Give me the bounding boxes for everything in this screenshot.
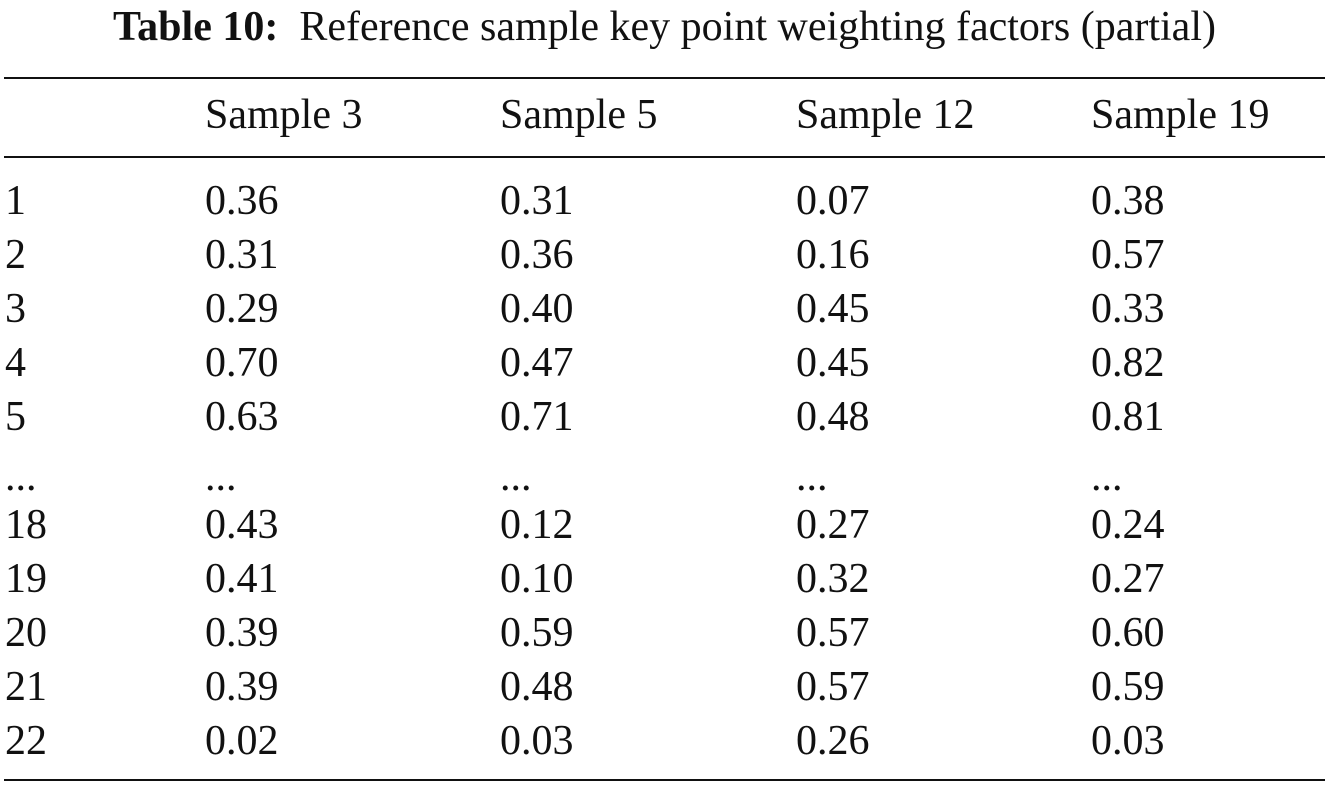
value-cell: 0.03 (1091, 718, 1165, 764)
table-caption: Table 10: Reference sample key point wei… (0, 2, 1329, 52)
ellipsis-cell: ... (1091, 454, 1123, 500)
ellipsis-cell: ... (500, 454, 532, 500)
row-label-cell: 22 (5, 718, 47, 764)
value-cell: 0.63 (205, 394, 279, 440)
value-cell: 0.27 (796, 502, 870, 548)
value-cell: 0.59 (500, 610, 574, 656)
value-cell: 0.57 (796, 610, 870, 656)
row-label-cell: 2 (5, 232, 26, 278)
value-cell: 0.36 (205, 178, 279, 224)
value-cell: 0.02 (205, 718, 279, 764)
table-bottom-rule (4, 779, 1325, 781)
row-label-cell: 5 (5, 394, 26, 440)
ellipsis-cell: ... (5, 454, 37, 500)
value-cell: 0.81 (1091, 394, 1165, 440)
value-cell: 0.57 (796, 664, 870, 710)
value-cell: 0.03 (500, 718, 574, 764)
value-cell: 0.47 (500, 340, 574, 386)
row-label-cell: 20 (5, 610, 47, 656)
value-cell: 0.70 (205, 340, 279, 386)
value-cell: 0.33 (1091, 286, 1165, 332)
row-label-cell: 21 (5, 664, 47, 710)
value-cell: 0.24 (1091, 502, 1165, 548)
value-cell: 0.36 (500, 232, 574, 278)
header-cell-sample-12: Sample 12 (796, 92, 975, 138)
value-cell: 0.32 (796, 556, 870, 602)
table-top-rule (4, 77, 1325, 79)
row-label-cell: 18 (5, 502, 47, 548)
row-label-cell: 19 (5, 556, 47, 602)
row-label-cell: 1 (5, 178, 26, 224)
value-cell: 0.07 (796, 178, 870, 224)
value-cell: 0.57 (1091, 232, 1165, 278)
value-cell: 0.39 (205, 610, 279, 656)
value-cell: 0.12 (500, 502, 574, 548)
header-cell-sample-3: Sample 3 (205, 92, 363, 138)
value-cell: 0.41 (205, 556, 279, 602)
value-cell: 0.59 (1091, 664, 1165, 710)
value-cell: 0.40 (500, 286, 574, 332)
value-cell: 0.29 (205, 286, 279, 332)
row-label-cell: 4 (5, 340, 26, 386)
value-cell: 0.43 (205, 502, 279, 548)
value-cell: 0.45 (796, 340, 870, 386)
value-cell: 0.27 (1091, 556, 1165, 602)
value-cell: 0.48 (500, 664, 574, 710)
value-cell: 0.48 (796, 394, 870, 440)
table-header-rule (4, 156, 1325, 158)
ellipsis-cell: ... (205, 454, 237, 500)
value-cell: 0.71 (500, 394, 574, 440)
table-caption-text: Reference sample key point weighting fac… (299, 4, 1216, 50)
value-cell: 0.26 (796, 718, 870, 764)
value-cell: 0.38 (1091, 178, 1165, 224)
value-cell: 0.60 (1091, 610, 1165, 656)
value-cell: 0.39 (205, 664, 279, 710)
row-label-cell: 3 (5, 286, 26, 332)
value-cell: 0.82 (1091, 340, 1165, 386)
table-caption-label: Table 10: (113, 4, 279, 50)
value-cell: 0.31 (500, 178, 574, 224)
value-cell: 0.16 (796, 232, 870, 278)
value-cell: 0.31 (205, 232, 279, 278)
header-cell-sample-5: Sample 5 (500, 92, 658, 138)
header-cell-sample-19: Sample 19 (1091, 92, 1270, 138)
value-cell: 0.10 (500, 556, 574, 602)
ellipsis-cell: ... (796, 454, 828, 500)
value-cell: 0.45 (796, 286, 870, 332)
